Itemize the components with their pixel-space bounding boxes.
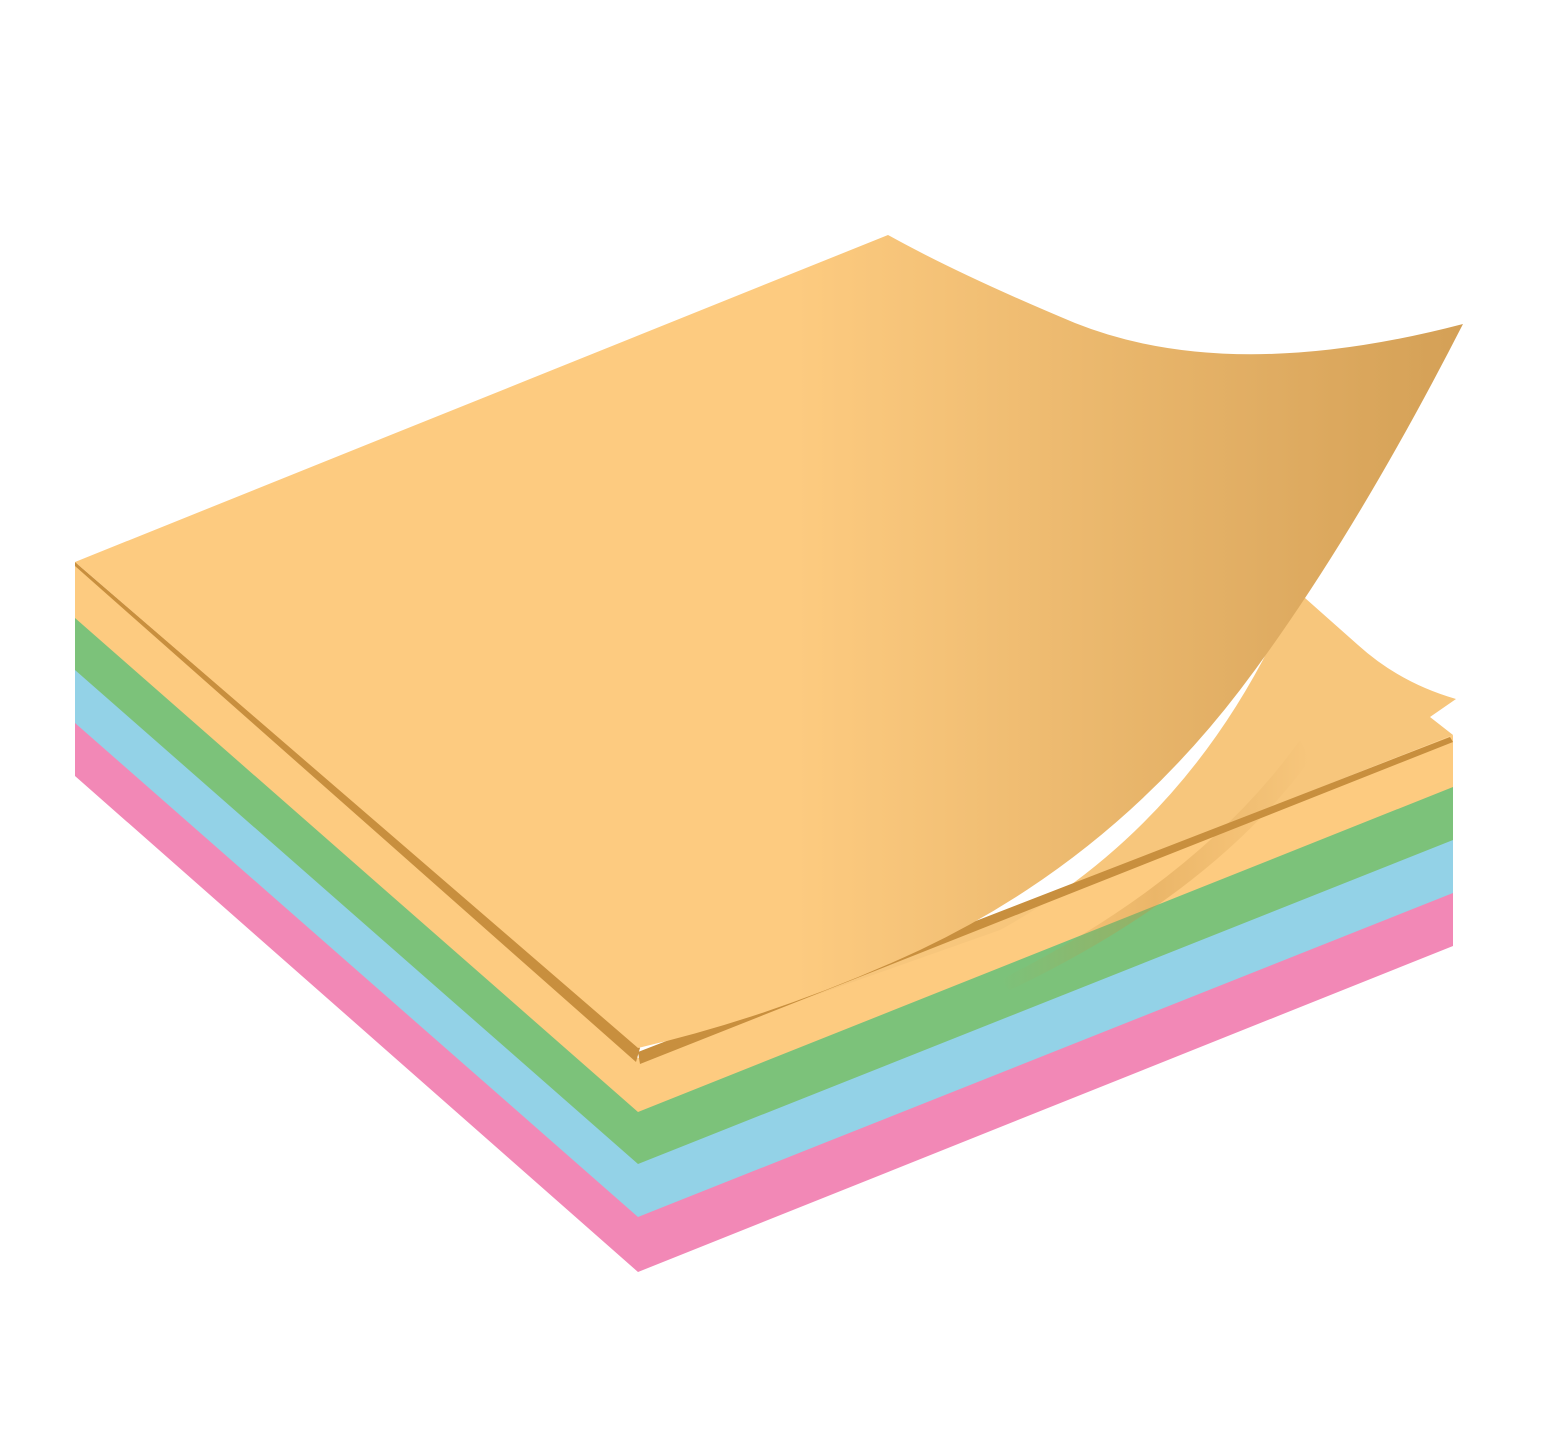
sheet-edge-shadow-left: [75, 562, 640, 1062]
orange-note-layer: [75, 562, 1453, 1112]
pink-note-layer: [75, 722, 1453, 1272]
underlying-sheet: [638, 590, 1456, 1058]
green-note-layer: [75, 617, 1453, 1164]
top-note-sheet: [75, 235, 1463, 1048]
blue-note-layer: [75, 669, 1453, 1217]
curl-fold-shading: [1000, 740, 1310, 990]
